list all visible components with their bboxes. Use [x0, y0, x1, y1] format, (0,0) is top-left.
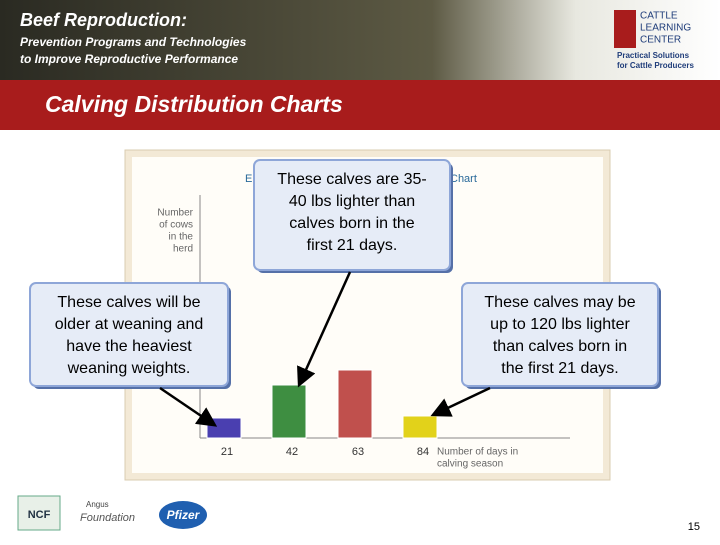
x-axis-label: Number of days in [437, 447, 518, 458]
arrow [430, 386, 491, 417]
title-band [0, 80, 720, 130]
callout-text: weaning weights. [67, 360, 191, 377]
bar [402, 415, 438, 439]
callout-text: calves born in the [289, 215, 415, 232]
logo-text: Angus [86, 500, 109, 509]
logo-tagline: Practical Solutions [617, 51, 690, 60]
callout-text: the first 21 days. [501, 360, 618, 377]
callout-text: up to 120 lbs lighter [490, 316, 630, 333]
arrow [297, 271, 352, 388]
logo-text: LEARNING [640, 23, 691, 34]
callout [461, 282, 659, 387]
arrow [159, 386, 218, 427]
callout-text: have the heaviest [66, 338, 192, 355]
callout-text: than calves born in [493, 338, 627, 355]
y-axis-label: Number [157, 208, 193, 219]
logo-text: Pfizer [167, 508, 201, 522]
x-axis-label: calving season [437, 459, 503, 470]
callout [29, 282, 229, 387]
callout-text: These calves will be [57, 294, 200, 311]
x-tick-label: 21 [221, 446, 233, 458]
header-subtitle: Prevention Programs and Technologies [20, 35, 247, 49]
logo-text: CATTLE [640, 11, 678, 22]
chart-title: E [245, 173, 252, 185]
bar [337, 369, 373, 439]
header-title: Beef Reproduction: [20, 10, 187, 30]
logo-mark [614, 10, 636, 48]
logo-text: Foundation [80, 512, 135, 524]
callout-text: first 21 days. [307, 237, 398, 254]
y-axis-label: of cows [159, 220, 193, 231]
y-axis-label: herd [173, 244, 193, 255]
bar [206, 417, 242, 439]
callout-text: These calves may be [484, 294, 635, 311]
y-axis-label: in the [169, 232, 194, 243]
logo-pfizer [159, 501, 207, 529]
x-tick-label: 42 [286, 446, 298, 458]
logo-ncf [17, 495, 61, 531]
header-band [0, 0, 720, 80]
logo-text: CENTER [640, 35, 681, 46]
callout-text: 40 lbs lighter than [289, 193, 415, 210]
logo-text: NCF [28, 509, 51, 521]
header-subtitle: to Improve Reproductive Performance [20, 52, 238, 66]
bar [271, 384, 307, 439]
slide-title: Calving Distribution Charts [45, 91, 343, 117]
chart-title: Chart [450, 173, 477, 185]
callout-text: older at weaning and [55, 316, 204, 333]
page-number: 15 [688, 521, 700, 533]
callout [253, 159, 451, 271]
logo-tagline: for Cattle Producers [617, 61, 694, 70]
x-tick-label: 84 [417, 446, 429, 458]
callout-text: These calves are 35- [277, 171, 426, 188]
x-tick-label: 63 [352, 446, 364, 458]
